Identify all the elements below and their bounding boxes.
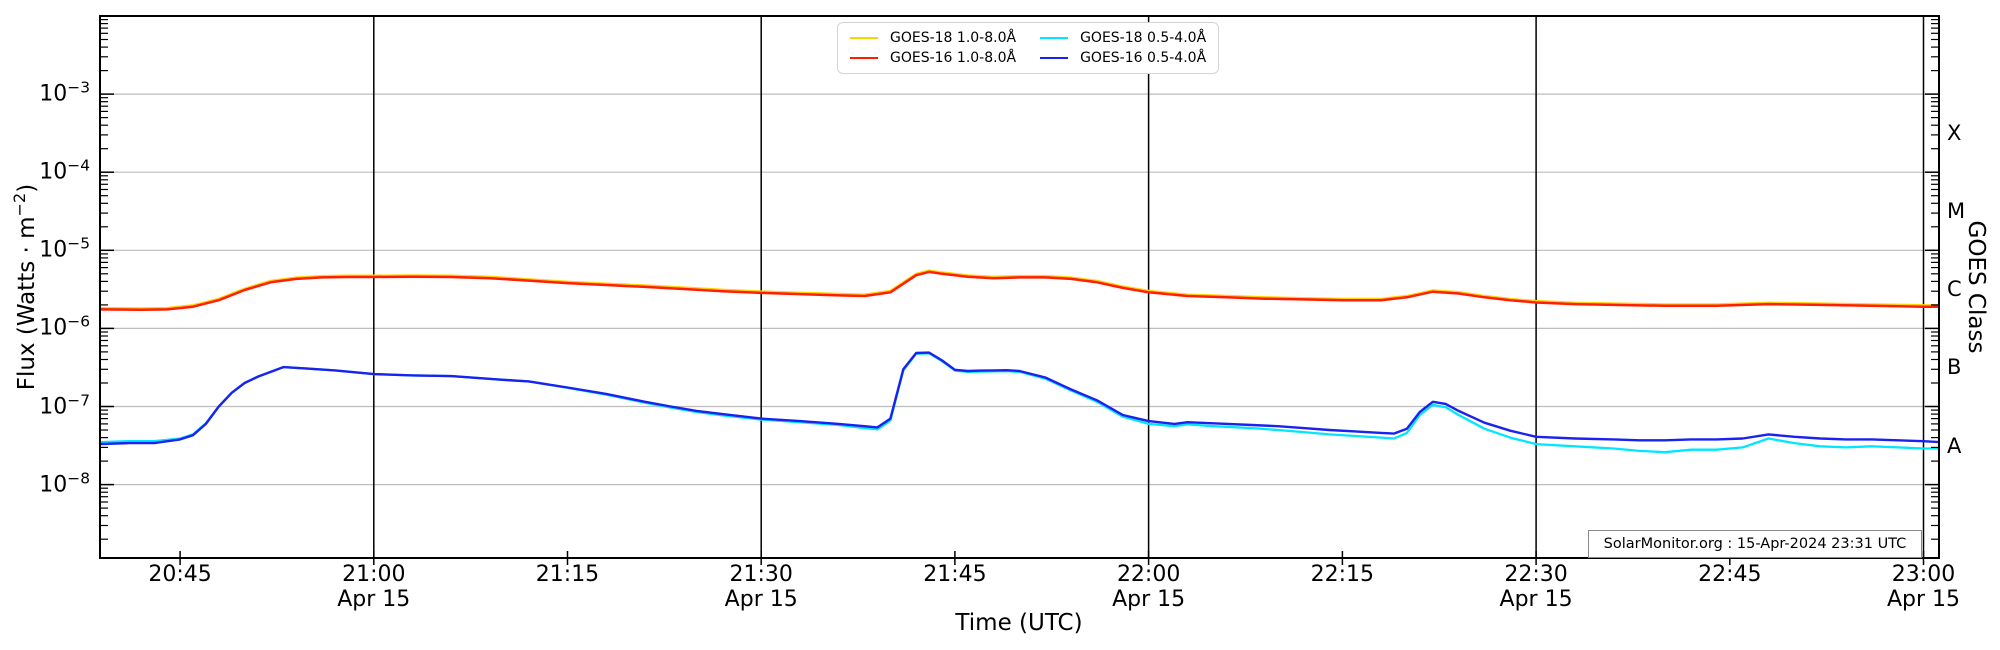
x-axis-label: Time (UTC) [955, 610, 1083, 636]
legend-label: GOES-18 1.0-8.0Å [890, 30, 1017, 46]
series-line-0 [100, 269, 1939, 310]
series-line-3 [100, 351, 1939, 446]
x-tick-date-label: Apr 15 [337, 587, 411, 612]
x-tick-label: 21:00 [342, 562, 406, 587]
y-tick-label: 10−7 [39, 390, 90, 420]
legend-label: GOES-16 1.0-8.0Å [890, 50, 1017, 66]
x-tick-label: 22:00 [1116, 562, 1181, 587]
x-tick-date-label: Apr 15 [1886, 587, 1961, 612]
legend-line-swatch-goes18-long [850, 36, 878, 40]
watermark-annotation: SolarMonitor.org : 15-Apr-2024 23:31 UTC [1588, 530, 1922, 558]
y-tick-label: 10−6 [39, 312, 90, 342]
y-axis-label: Flux (Watts · m−2) [10, 183, 40, 391]
y-tick-label: 10−5 [39, 234, 90, 264]
y-tick-label: 10−4 [39, 156, 90, 185]
goes-class-label-m: M [1947, 199, 1966, 224]
legend-line-swatch-goes16-long [850, 56, 878, 60]
x-tick-label: 23:00 [1891, 562, 1956, 587]
y-tick-label: 10−3 [39, 78, 90, 107]
goes-class-label-b: B [1947, 355, 1962, 380]
x-tick-date-label: Apr 15 [1112, 587, 1186, 612]
x-tick-label: 21:15 [535, 562, 600, 587]
legend-line-swatch-goes16-short [1040, 56, 1069, 60]
legend-item-goes16-short: GOES-16 0.5-4.0Å [1040, 50, 1206, 66]
y-tick-label: 10−8 [39, 469, 90, 498]
goes-class-label-x: X [1947, 121, 1962, 146]
x-tick-label: 22:45 [1698, 562, 1762, 587]
legend: GOES-18 1.0-8.0Å GOES-16 1.0-8.0Å GOES-1… [837, 22, 1220, 74]
goes-class-label-c: C [1947, 277, 1962, 302]
axes-spines [99, 15, 1940, 559]
legend-item-goes18-short: GOES-18 0.5-4.0Å [1040, 30, 1206, 46]
x-tick-label: 20:45 [148, 562, 212, 587]
goes-class-label-a: A [1947, 433, 1962, 458]
legend-label: GOES-18 0.5-4.0Å [1080, 30, 1207, 46]
legend-label: GOES-16 0.5-4.0Å [1080, 50, 1207, 66]
x-tick-date-label: Apr 15 [1499, 587, 1573, 612]
legend-item-goes16-long: GOES-16 1.0-8.0Å [850, 50, 1016, 66]
series-line-2 [100, 352, 1939, 454]
legend-line-swatch-goes18-short [1040, 36, 1069, 40]
x-tick-date-label: Apr 15 [724, 587, 798, 612]
x-tick-label: 21:45 [923, 562, 987, 587]
x-tick-label: 22:30 [1504, 562, 1568, 587]
legend-item-goes18-long: GOES-18 1.0-8.0Å [850, 30, 1016, 46]
x-tick-label: 22:15 [1310, 562, 1375, 587]
x-tick-label: 21:30 [729, 562, 793, 587]
series-line-1 [100, 270, 1939, 312]
right-axis-label: GOES Class [1963, 220, 1989, 354]
